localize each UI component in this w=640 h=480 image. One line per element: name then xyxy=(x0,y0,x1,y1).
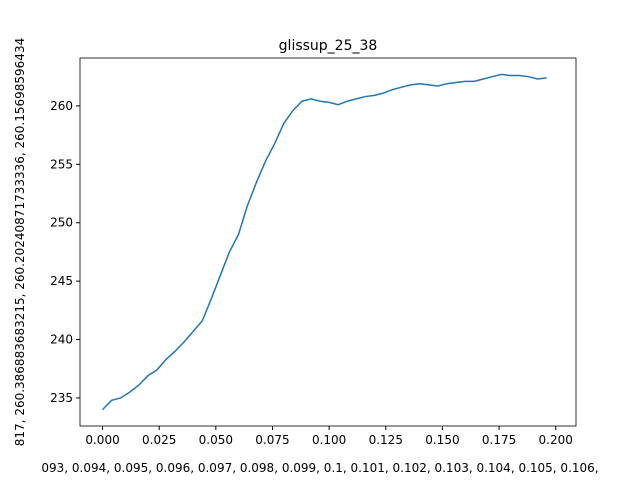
y-tick-label: 250 xyxy=(50,216,73,230)
x-tick-label: 0.175 xyxy=(482,433,516,447)
x-axis-label: 093, 0.094, 0.095, 0.096, 0.097, 0.098, … xyxy=(41,461,598,475)
x-tick-label: 0.125 xyxy=(369,433,403,447)
y-tick-label: 240 xyxy=(50,333,73,347)
y-axis-label: 817, 260.386883683215, 260.2024087173333… xyxy=(13,38,27,446)
y-tick-label: 255 xyxy=(50,157,73,171)
x-tick-label: 0.100 xyxy=(312,433,346,447)
x-tick-label: 0.075 xyxy=(255,433,289,447)
y-tick-label: 235 xyxy=(50,391,73,405)
plot-frame xyxy=(79,57,577,427)
y-tick-label: 260 xyxy=(50,99,73,113)
line-series xyxy=(102,73,547,411)
x-tick-label: 0.000 xyxy=(85,433,119,447)
y-tick-label: 245 xyxy=(50,274,73,288)
x-tick-label: 0.025 xyxy=(142,433,176,447)
x-tick-label: 0.200 xyxy=(539,433,573,447)
x-tick-label: 0.050 xyxy=(199,433,233,447)
x-tick-label: 0.150 xyxy=(425,433,459,447)
chart-title: glissup_25_38 xyxy=(279,38,378,54)
